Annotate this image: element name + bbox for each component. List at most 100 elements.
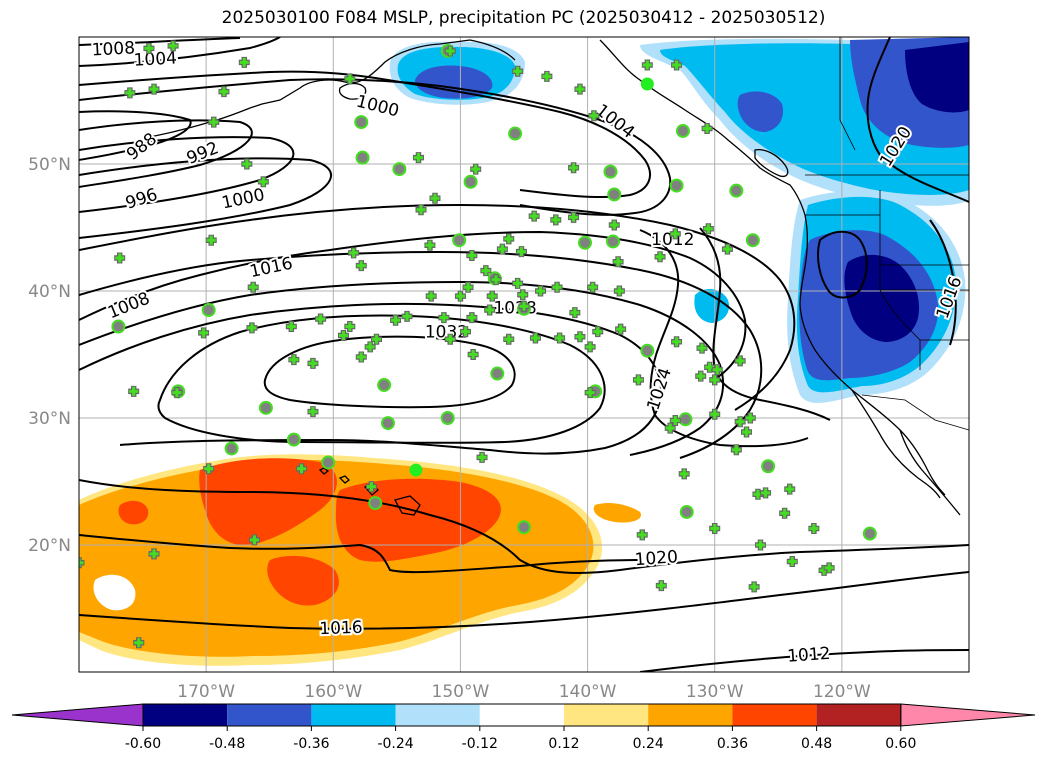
station-circle	[286, 432, 301, 447]
station-plus	[780, 508, 790, 518]
station-plus	[633, 375, 643, 385]
isobar-992	[79, 119, 253, 188]
isobar-label: 1020	[634, 547, 679, 570]
station-circle	[640, 343, 655, 358]
station-circle	[761, 459, 776, 474]
station-plus	[430, 193, 440, 203]
colorbar-tick-label: 0.48	[801, 736, 832, 752]
station-circle	[508, 126, 523, 141]
hawaii-islands	[318, 467, 421, 516]
station-plus	[345, 322, 355, 332]
isobar-label: 1008	[91, 38, 135, 60]
anomaly-tropical-red-small	[118, 500, 149, 525]
station-plus	[239, 57, 249, 67]
alaska-canada-border	[839, 37, 856, 151]
station-circle	[679, 504, 694, 519]
station-plus	[575, 84, 585, 94]
map-frame	[78, 36, 970, 673]
station-plus	[316, 314, 326, 324]
isobar-1004-north	[79, 78, 672, 216]
station-plus	[426, 291, 436, 301]
station-plus	[536, 286, 546, 296]
station-plus	[519, 301, 529, 311]
station-plus	[349, 248, 359, 258]
colorbar: -0.60 -0.48 -0.36 -0.24 -0.12 0.12 0.24 0.36 0.4…	[11, 703, 1036, 752]
isobars	[79, 37, 969, 672]
colorbar-tick-label: 0.12	[548, 736, 579, 752]
station-circle	[578, 235, 593, 250]
station-circle	[368, 496, 383, 511]
latitude-label: 30°N	[28, 409, 71, 429]
colorbar-tick-label: -0.36	[293, 736, 329, 752]
longitude-label: 120°W	[813, 682, 871, 702]
station-circle	[321, 455, 336, 470]
us-state-borders	[805, 190, 969, 370]
station-circle	[669, 178, 684, 193]
political-borders	[805, 37, 969, 431]
station-circle	[606, 234, 620, 249]
station-circle	[377, 377, 392, 392]
station-plus	[518, 290, 528, 300]
station-plus	[365, 342, 375, 352]
station-plus	[609, 220, 619, 230]
station-plus	[199, 328, 209, 338]
station-circle	[607, 187, 622, 202]
anomaly-tropical-red-south	[267, 555, 339, 606]
station-circle	[862, 526, 877, 541]
anomaly-patch-east	[593, 502, 641, 523]
station-plus	[504, 334, 514, 344]
station-plus	[79, 558, 84, 568]
isobar-1020-south	[79, 479, 969, 574]
station-plus	[516, 247, 526, 257]
station-highlight	[409, 463, 423, 477]
us-west-coast	[799, 214, 946, 496]
station-plus	[242, 159, 252, 169]
isobar-label: 1016	[319, 618, 363, 639]
isobar-1004-top	[79, 37, 281, 67]
station-plus	[487, 291, 497, 301]
station-plus	[467, 250, 477, 260]
station-plus	[749, 582, 759, 592]
station-plus	[529, 211, 539, 221]
station-plus	[593, 327, 603, 337]
station-plus	[206, 235, 216, 245]
station-plus	[785, 484, 795, 494]
isobar-1016-south	[79, 571, 969, 630]
anomaly-tropical-red-west	[199, 458, 337, 546]
colorbar-segment	[479, 704, 564, 726]
station-plus	[710, 409, 720, 419]
station-plus	[585, 342, 595, 352]
station-plus	[703, 224, 713, 234]
isobar-1008-mid	[79, 230, 747, 383]
colorbar-tick-label: 0.24	[633, 736, 664, 752]
station-plus	[308, 358, 318, 368]
station-plus	[115, 253, 125, 263]
anomaly-bc-coast-navy	[905, 42, 969, 113]
station-circle	[440, 411, 455, 425]
station-plus	[712, 365, 722, 375]
colorbar-tick-label: -0.12	[462, 736, 498, 752]
station-plus	[731, 445, 741, 455]
colorbar-segment	[816, 704, 901, 726]
station-plus	[461, 327, 471, 337]
map-title: 2025030100 F084 MSLP, precipitation PC (…	[221, 8, 826, 28]
station-plus	[477, 452, 487, 462]
isobar-1020-ne	[866, 37, 969, 203]
colorbar-frame	[142, 703, 902, 727]
station-plus	[555, 333, 565, 343]
colorbar-tick-label: 0.60	[885, 736, 916, 752]
station-circle	[603, 164, 618, 179]
station-plus	[125, 88, 135, 98]
station-plus	[391, 315, 401, 325]
station-plus	[735, 356, 745, 366]
se-alaska-bc-coast	[599, 39, 806, 216]
station-circle	[745, 233, 760, 248]
station-plus	[575, 332, 585, 342]
kodiak-island	[338, 82, 367, 100]
station-plus	[289, 355, 299, 365]
station-plus	[247, 323, 257, 333]
station-plus	[570, 308, 580, 318]
station-plus	[745, 413, 755, 423]
station-plus	[665, 423, 675, 433]
station-plus	[413, 153, 423, 163]
